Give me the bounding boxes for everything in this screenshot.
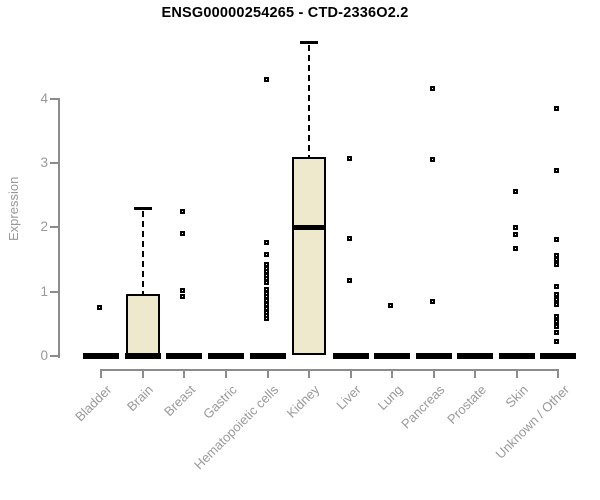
median-line xyxy=(124,353,161,359)
zero-box-hematopoietic-cells xyxy=(249,353,286,359)
y-axis-tick xyxy=(50,355,58,357)
outlier-point xyxy=(512,225,518,231)
x-axis-tick xyxy=(308,368,311,378)
outlier-point xyxy=(97,305,103,311)
outlier-point xyxy=(180,208,186,214)
outlier-point xyxy=(429,298,435,304)
x-axis-tick xyxy=(474,368,477,378)
outlier-point xyxy=(512,246,518,252)
outlier-point xyxy=(554,257,560,263)
chart-title: ENSG00000254265 - CTD-2336O2.2 xyxy=(161,5,409,21)
outlier-point xyxy=(554,330,560,336)
outlier-point xyxy=(512,232,518,238)
x-axis-label: Lung xyxy=(374,381,406,413)
x-axis-tick xyxy=(100,368,103,378)
outlier-point xyxy=(263,280,269,286)
whisker-line xyxy=(308,45,311,157)
outlier-point xyxy=(263,76,269,82)
x-axis-label: Pancreas xyxy=(397,381,448,431)
x-axis-label: Liver xyxy=(333,381,365,413)
whisker-cap xyxy=(133,207,152,211)
x-axis-tick xyxy=(266,368,269,378)
x-axis-label: Kidney xyxy=(283,381,323,421)
x-axis-tick xyxy=(224,368,227,378)
outlier-point xyxy=(263,316,269,322)
outlier-point xyxy=(346,278,352,284)
x-axis-tick xyxy=(391,368,394,378)
outlier-point xyxy=(554,237,560,243)
outlier-point xyxy=(554,297,560,303)
outlier-point xyxy=(180,288,186,294)
zero-box-lung xyxy=(374,353,411,359)
x-axis-label: Gastric xyxy=(199,381,240,422)
x-axis-line xyxy=(101,368,560,371)
outlier-point xyxy=(554,284,560,290)
outlier-point xyxy=(429,156,435,162)
outlier-point xyxy=(554,291,560,297)
outlier-point xyxy=(512,189,518,195)
y-axis-line xyxy=(58,97,60,358)
x-axis-label: Brain xyxy=(124,381,157,414)
whisker-line xyxy=(141,211,144,294)
outlier-point xyxy=(180,231,186,237)
outlier-point xyxy=(429,86,435,92)
box-kidney xyxy=(292,156,327,355)
y-axis-tick xyxy=(50,162,58,165)
outlier-point xyxy=(554,318,560,324)
outlier-point xyxy=(554,106,560,112)
zero-box-bladder xyxy=(83,353,120,359)
whisker-cap xyxy=(300,41,319,45)
x-axis-tick xyxy=(183,368,186,378)
x-axis-label: Skin xyxy=(501,381,531,410)
outlier-point xyxy=(388,302,394,308)
outlier-point xyxy=(554,302,560,308)
outlier-point xyxy=(263,240,269,246)
y-axis-tick-label: 1 xyxy=(40,283,48,299)
zero-box-liver xyxy=(332,353,369,359)
outlier-point xyxy=(346,235,352,241)
x-axis-tick xyxy=(515,368,518,378)
y-axis-tick xyxy=(50,226,58,229)
y-axis-tick xyxy=(50,97,58,100)
outlier-point xyxy=(554,167,560,173)
outlier-point xyxy=(554,313,560,319)
box-brain xyxy=(125,293,160,356)
y-axis-tick-label: 4 xyxy=(40,90,48,106)
zero-box-breast xyxy=(166,353,203,359)
x-axis-label: Bladder xyxy=(72,381,115,424)
median-line xyxy=(294,224,325,230)
y-axis-tick xyxy=(50,290,58,293)
outlier-point xyxy=(554,261,560,267)
x-axis-tick xyxy=(141,368,144,378)
zero-box-gastric xyxy=(207,353,244,359)
zero-box-pancreas xyxy=(415,353,452,359)
zero-box-skin xyxy=(498,353,535,359)
x-axis-label: Unknown / Other xyxy=(492,381,572,462)
x-axis-label: Breast xyxy=(160,381,198,419)
outlier-point xyxy=(346,155,352,161)
outlier-point xyxy=(180,293,186,299)
outlier-point xyxy=(554,324,560,330)
x-axis-tick xyxy=(432,368,435,378)
zero-box-unknown-other xyxy=(540,353,577,359)
x-axis-tick xyxy=(557,368,560,378)
outlier-point xyxy=(554,252,560,258)
y-axis-tick-label: 0 xyxy=(40,348,48,363)
y-axis-tick-label: 3 xyxy=(40,155,48,171)
outlier-point xyxy=(263,252,269,258)
outlier-point xyxy=(554,338,560,344)
y-axis-tick-label: 2 xyxy=(40,219,48,235)
x-axis-tick xyxy=(349,368,352,378)
x-axis-label: Prostate xyxy=(444,381,489,427)
zero-box-prostate xyxy=(457,353,494,359)
